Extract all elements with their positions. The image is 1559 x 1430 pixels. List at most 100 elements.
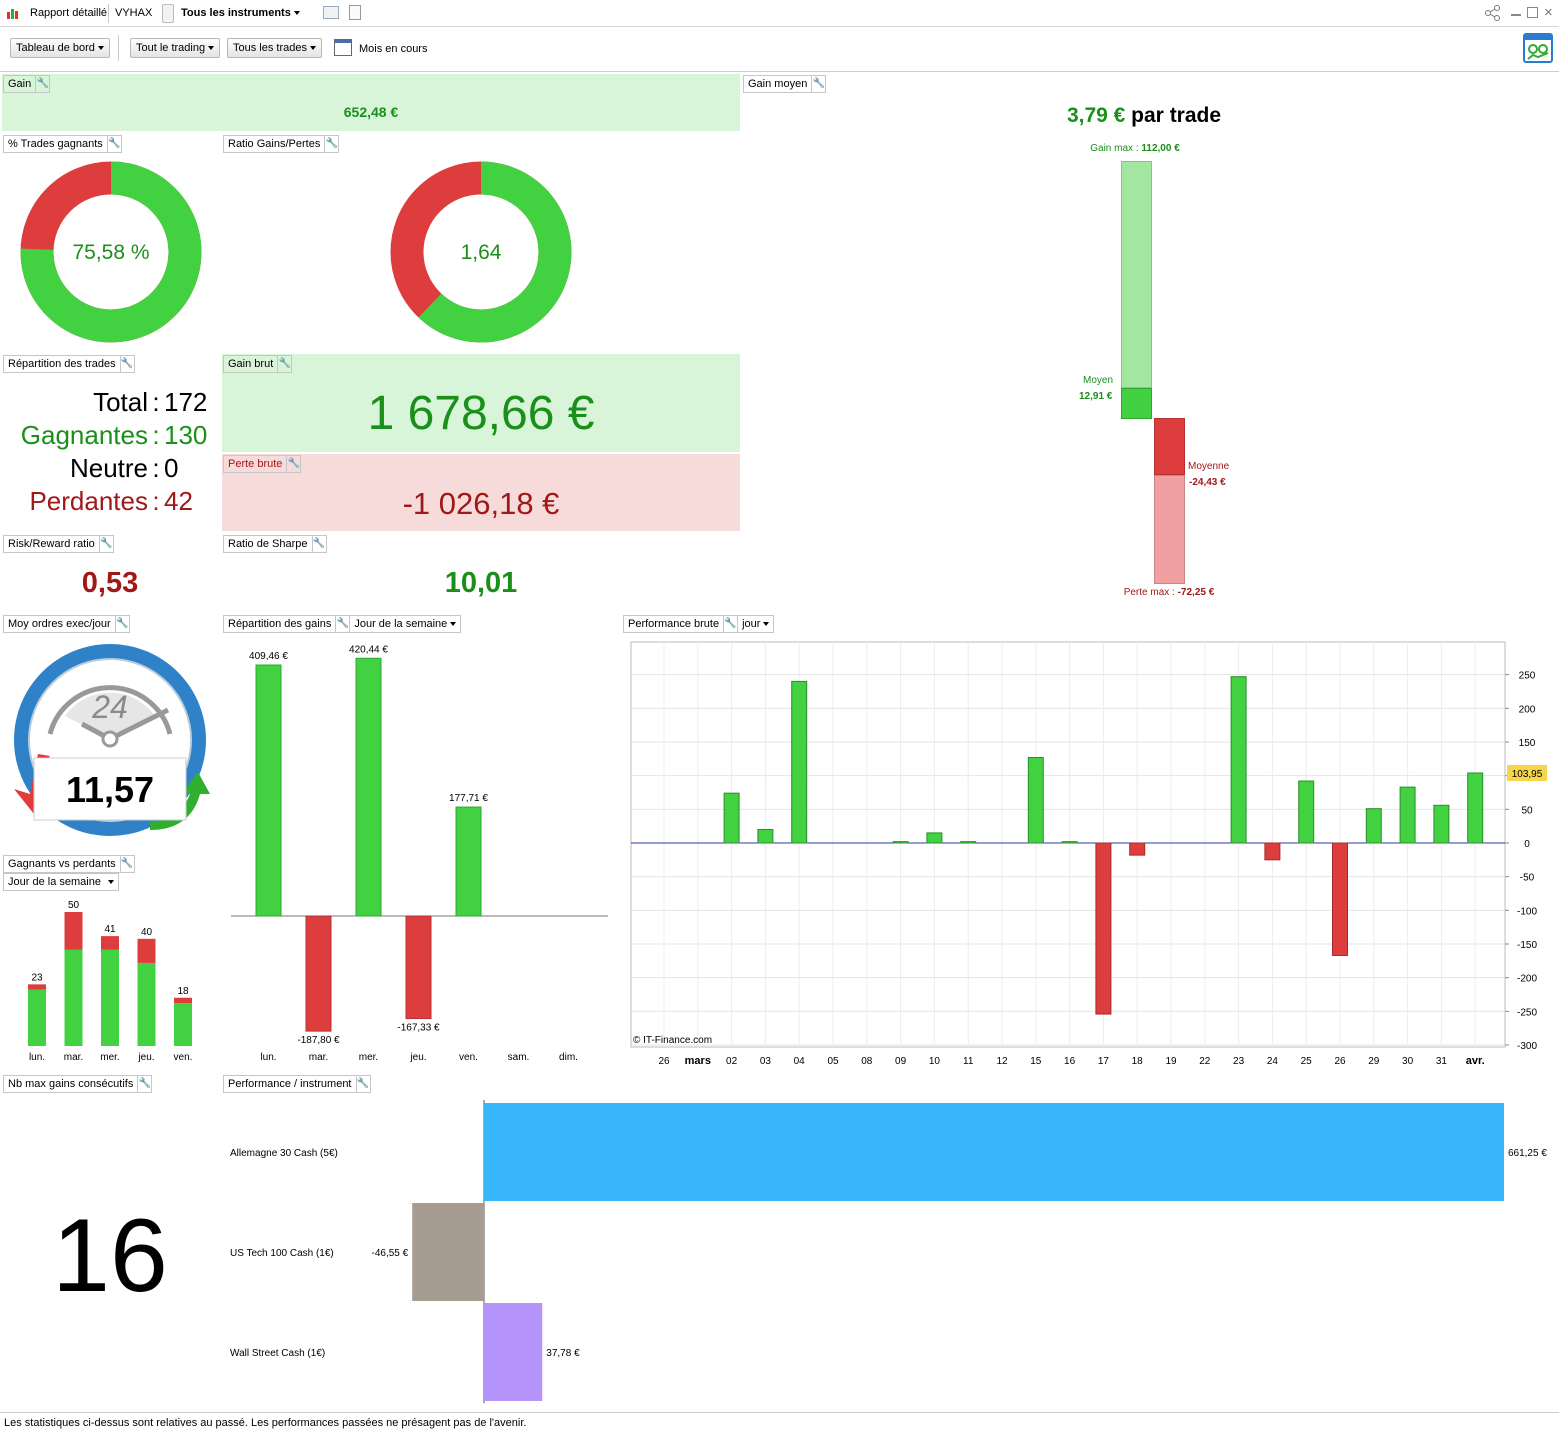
- gain-brut-title: Gain brut 🔧: [223, 355, 293, 373]
- gagnants-perdants-dropdown-label: Jour de la semaine: [8, 876, 101, 888]
- neutre-row: Neutre:0: [2, 452, 220, 485]
- wrench-icon[interactable]: 🔧: [119, 856, 134, 872]
- pct-trades-title-label: % Trades gagnants: [8, 138, 103, 150]
- link-icon[interactable]: [162, 4, 174, 23]
- y-tick-label: -100: [1517, 906, 1537, 917]
- wrench-icon[interactable]: 🔧: [286, 456, 300, 472]
- gain-max-caption: Gain max : 112,00 €: [1060, 143, 1210, 154]
- perte-moyenne-bar: [1154, 418, 1185, 475]
- repartition-gains-dropdown-label: Jour de la semaine: [354, 618, 448, 630]
- wrench-icon[interactable]: 🔧: [98, 536, 113, 552]
- repartition-trades-title: Répartition des trades 🔧: [3, 355, 135, 373]
- x-tick-label: 11: [963, 1056, 974, 1067]
- chart-icon: [6, 7, 20, 24]
- gain-label: 177,71 €: [449, 793, 488, 804]
- performance-brute-dropdown[interactable]: jour: [737, 616, 773, 632]
- account-label[interactable]: VYHAX: [115, 7, 153, 19]
- wrench-icon[interactable]: 🔧: [335, 616, 349, 632]
- repartition-gains-dropdown[interactable]: Jour de la semaine: [349, 616, 460, 632]
- maximize-button[interactable]: [1527, 7, 1538, 18]
- gain-bar: [455, 806, 482, 917]
- instrument-value: 661,25 €: [1508, 1148, 1547, 1159]
- document-icon[interactable]: [349, 5, 361, 20]
- losers-bar: [174, 997, 192, 1004]
- x-tick-label: 04: [794, 1056, 806, 1067]
- y-tick-label: 50: [1521, 805, 1533, 816]
- risk-reward-title: Risk/Reward ratio 🔧: [3, 535, 114, 553]
- trades-dropdown[interactable]: Tous les trades: [227, 38, 322, 58]
- wrench-icon[interactable]: 🔧: [114, 616, 129, 632]
- sharpe-title: Ratio de Sharpe 🔧: [223, 535, 327, 553]
- gain-label: 409,46 €: [249, 651, 288, 662]
- day-gain-bar: [1230, 676, 1247, 844]
- x-tick-label: 15: [1030, 1056, 1042, 1067]
- period-label[interactable]: Mois en cours: [359, 43, 428, 55]
- loss-bar: [305, 915, 332, 1032]
- share-icon[interactable]: [1484, 4, 1502, 25]
- gain-moyen-title: Gain moyen 🔧: [743, 75, 827, 93]
- ratio-gp-donut: [390, 161, 572, 343]
- day-gain-bar: [1298, 780, 1315, 844]
- close-button[interactable]: ×: [1544, 4, 1553, 21]
- minimize-button[interactable]: [1511, 14, 1521, 16]
- neutre-value: 0: [164, 453, 179, 483]
- neutre-label: Neutre: [69, 453, 148, 483]
- total-label: 41: [104, 924, 116, 935]
- perte-brute-value: -1 026,18 €: [402, 486, 560, 521]
- gain-moyen-value: 3,79 €: [1066, 104, 1126, 127]
- perf-instrument-title: Performance / instrument 🔧: [223, 1075, 371, 1093]
- total-row: Total:172: [2, 386, 220, 419]
- y-tick-label: -250: [1517, 1007, 1537, 1018]
- total-label: 50: [68, 900, 80, 911]
- wrench-icon[interactable]: 🔧: [324, 136, 338, 152]
- dashboard-dropdown[interactable]: Tableau de bord: [10, 38, 110, 58]
- wrench-icon[interactable]: 🔧: [35, 76, 49, 92]
- day-loss-bar: [1332, 842, 1348, 956]
- losers-bar: [137, 938, 156, 963]
- wrench-icon[interactable]: 🔧: [355, 1076, 370, 1092]
- trading-dropdown[interactable]: Tout le trading: [130, 38, 221, 58]
- wrench-icon[interactable]: 🔧: [137, 1076, 151, 1092]
- moyen-value: 12,91 €: [1079, 391, 1113, 402]
- x-tick-label: avr.: [1466, 1055, 1485, 1067]
- gagnantes-label: Gagnantes: [20, 420, 148, 450]
- mail-icon[interactable]: [323, 6, 339, 19]
- gagnants-perdants-title: Gagnants vs perdants 🔧: [3, 855, 135, 873]
- wrench-icon[interactable]: 🔧: [119, 356, 134, 372]
- day-gain-bar: [1027, 756, 1044, 844]
- pct-trades-title: % Trades gagnants 🔧: [3, 135, 122, 153]
- x-tick-label: 22: [1199, 1056, 1211, 1067]
- green-arrow-icon: [150, 772, 210, 830]
- day-gain-bar: [757, 829, 774, 844]
- gagnants-perdants-dropdown[interactable]: Jour de la semaine: [3, 873, 119, 891]
- x-tick-label: 17: [1098, 1056, 1110, 1067]
- losers-bar: [64, 912, 83, 950]
- y-tick-label: 150: [1519, 738, 1536, 749]
- nb-max-gains-title: Nb max gains consécutifs 🔧: [3, 1075, 153, 1093]
- moyenne-value: -24,43 €: [1189, 477, 1226, 488]
- ratio-gp-title-label: Ratio Gains/Pertes: [228, 138, 321, 150]
- wrench-icon[interactable]: 🔧: [811, 76, 825, 92]
- wrench-icon[interactable]: 🔧: [106, 136, 121, 152]
- pct-trades-donut: [20, 161, 202, 343]
- day-gain-bar: [1365, 808, 1382, 844]
- wrench-icon[interactable]: 🔧: [277, 356, 291, 372]
- day-loss-bar: [1095, 842, 1112, 1015]
- day-gain-bar: [723, 792, 740, 844]
- day-loss-bar: [1129, 842, 1146, 856]
- calendar-icon[interactable]: [334, 39, 352, 56]
- performance-brute-title: Performance brute 🔧 jour: [623, 615, 775, 633]
- perdantes-label: Perdantes: [29, 486, 148, 516]
- moyen-label: Moyen: [1083, 375, 1114, 386]
- sharpe-title-label: Ratio de Sharpe: [228, 538, 308, 550]
- dashboard-settings-icon[interactable]: [1523, 33, 1553, 66]
- instrument-label: US Tech 100 Cash (1€): [230, 1248, 334, 1259]
- wrench-icon[interactable]: 🔧: [723, 616, 737, 632]
- day-gain-bar: [1433, 804, 1450, 844]
- day-loss-bar: [1264, 842, 1281, 861]
- nb-max-gains-value: 16: [52, 1198, 168, 1314]
- performance-brute-chart: 250200150100500-50-100-150-200-250-30026…: [630, 641, 1547, 1067]
- instruments-dropdown[interactable]: Tous les instruments: [181, 7, 300, 19]
- wrench-icon[interactable]: 🔧: [311, 536, 326, 552]
- perte-max-caption: Perte max : -72,25 €: [1094, 587, 1244, 598]
